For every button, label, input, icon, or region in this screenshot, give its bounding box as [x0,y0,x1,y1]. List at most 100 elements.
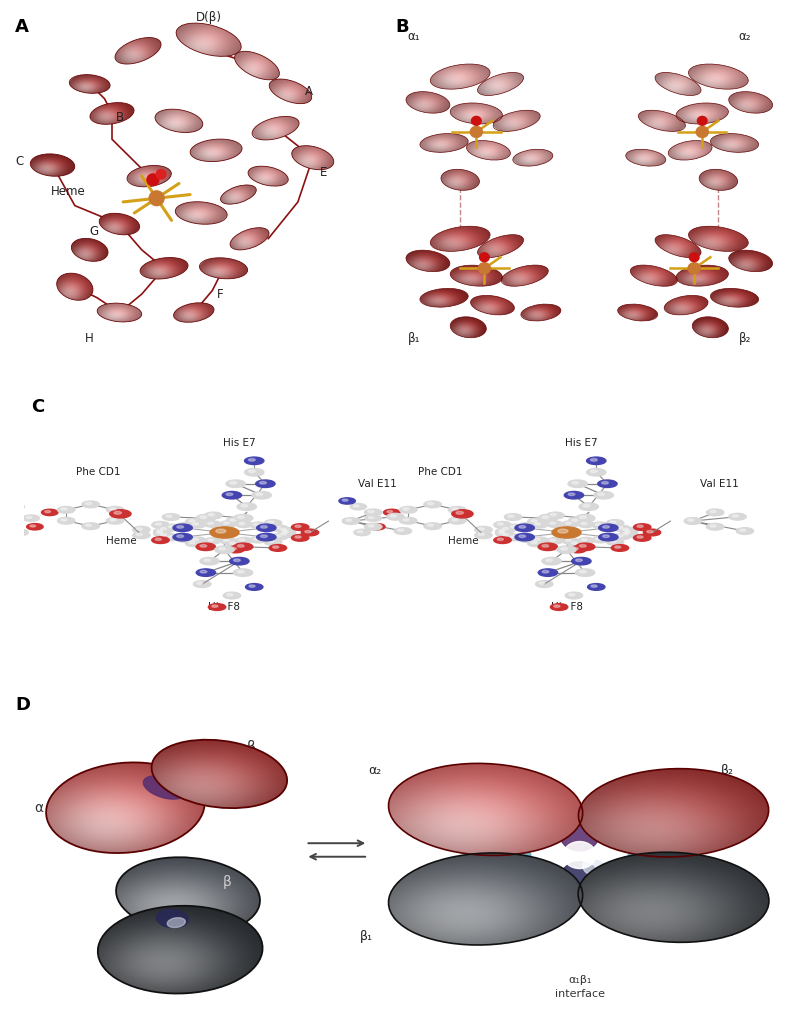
Text: D: D [16,696,31,714]
Text: α₁β₁: α₁β₁ [568,976,591,985]
Circle shape [583,505,590,507]
Text: β₂: β₂ [721,764,733,777]
Circle shape [0,499,6,502]
Circle shape [27,523,43,529]
Circle shape [452,510,473,518]
Circle shape [592,537,608,543]
Circle shape [557,546,576,553]
Circle shape [507,535,524,541]
Circle shape [224,539,229,542]
Circle shape [551,513,556,516]
Circle shape [569,594,575,596]
Circle shape [471,126,483,137]
Circle shape [518,522,535,529]
Circle shape [576,514,595,522]
Circle shape [180,524,185,526]
Circle shape [528,540,545,547]
Circle shape [566,592,583,599]
Circle shape [23,515,40,521]
Ellipse shape [560,819,599,851]
Ellipse shape [561,862,598,892]
Circle shape [222,492,241,499]
Circle shape [572,557,591,565]
Circle shape [253,523,259,525]
Circle shape [343,518,360,524]
Circle shape [740,529,746,531]
Circle shape [551,604,568,610]
Circle shape [165,524,182,530]
Circle shape [637,536,643,539]
Circle shape [357,530,363,532]
Circle shape [204,538,221,544]
Ellipse shape [471,837,531,873]
Circle shape [264,519,282,526]
Circle shape [259,481,267,484]
Circle shape [177,535,184,538]
Circle shape [255,480,275,487]
Circle shape [578,521,594,527]
Circle shape [515,534,535,541]
Circle shape [479,263,490,273]
Circle shape [607,519,624,526]
Circle shape [603,525,609,528]
Circle shape [189,542,195,544]
Circle shape [177,525,184,528]
Circle shape [8,504,25,510]
Circle shape [58,507,75,513]
Circle shape [598,480,617,487]
Circle shape [634,535,651,542]
Circle shape [250,522,267,528]
Circle shape [710,524,716,527]
Circle shape [281,528,286,530]
Circle shape [189,521,206,528]
Circle shape [528,518,545,525]
Circle shape [30,525,36,527]
Circle shape [239,522,245,524]
Text: α₂: α₂ [368,764,381,777]
Circle shape [637,525,643,527]
Circle shape [365,509,382,516]
Circle shape [538,514,558,522]
Circle shape [82,523,100,529]
Text: B: B [396,17,409,36]
Circle shape [237,545,244,547]
Circle shape [196,514,215,522]
Circle shape [196,569,216,577]
Circle shape [233,514,253,522]
Circle shape [532,537,548,544]
Circle shape [200,545,206,547]
Circle shape [610,521,616,523]
Circle shape [0,498,13,504]
Circle shape [305,530,311,532]
Circle shape [200,557,219,565]
Circle shape [498,539,503,541]
Circle shape [133,526,150,534]
Circle shape [229,542,236,545]
Circle shape [245,584,263,590]
Text: A: A [15,17,29,36]
Circle shape [176,536,192,543]
Circle shape [271,534,288,540]
Circle shape [208,539,214,541]
Circle shape [531,519,537,522]
Text: D(β): D(β) [195,11,221,25]
Circle shape [61,519,67,521]
Circle shape [399,507,417,513]
Circle shape [578,538,594,544]
Text: His F8: His F8 [551,602,582,612]
Ellipse shape [143,776,186,799]
Circle shape [292,523,309,530]
Circle shape [185,518,202,525]
Circle shape [558,529,568,534]
Circle shape [494,537,511,544]
Circle shape [684,518,702,524]
Circle shape [220,538,237,544]
Circle shape [599,534,618,541]
Circle shape [153,528,170,535]
Circle shape [220,521,237,527]
Circle shape [531,542,537,544]
Circle shape [271,525,288,531]
Circle shape [568,541,585,547]
Circle shape [399,517,417,524]
Circle shape [149,190,164,206]
